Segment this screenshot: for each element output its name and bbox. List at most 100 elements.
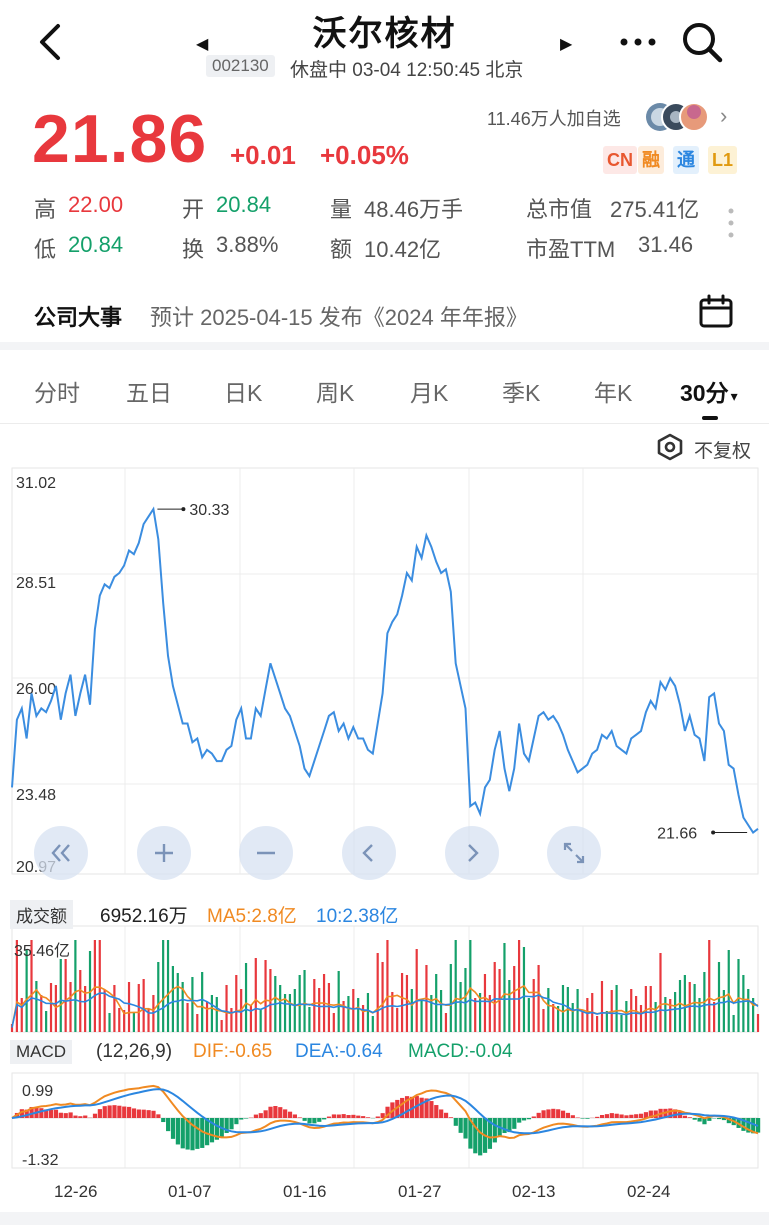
tab-daily-k[interactable]: 日K [224,380,263,406]
volume-bar [639,1005,643,1032]
volume-bar [225,985,228,1032]
pe-label: 市盈TTM [526,237,616,262]
volume-bar [503,943,506,1032]
period-tabs: 分时 五日 日K 周K 月K 季K 年K 30分 ▾ [0,352,769,422]
volume-bar [552,1004,555,1032]
volume-bar [40,995,43,1032]
volume-bar [318,988,321,1032]
scroll-to-start-button[interactable] [34,826,88,880]
price-axis-label: 23.48 [16,787,56,804]
tab-weekly-k[interactable]: 周K [316,380,355,406]
vertical-dots-icon[interactable] [726,206,736,240]
macd-histogram-bar [180,1118,185,1149]
macd-histogram-bar [58,1112,63,1118]
macd-histogram-bar [653,1110,658,1118]
volume-bar [25,949,28,1032]
tab-five-day[interactable]: 五日 [126,380,172,406]
next-stock-icon[interactable]: ▶ [560,36,573,53]
macd-histogram-bar [560,1110,566,1118]
calendar-icon[interactable] [698,293,734,329]
macd-histogram-bar [556,1109,561,1118]
zoom-in-button[interactable] [137,826,191,880]
macd-histogram-bar [429,1101,434,1118]
volume-bar [674,992,677,1032]
volume-bar [459,982,462,1032]
tab-monthly-k[interactable]: 月K [410,380,449,406]
macd-histogram-bar [283,1109,288,1118]
tab-quarterly-k[interactable]: 季K [502,380,541,406]
min-price-label: 21.66 [657,826,697,843]
volume-bar [439,990,443,1032]
volume-bar [693,984,696,1032]
search-icon[interactable] [680,20,724,64]
volume-bar [464,968,467,1032]
low-value: 20.84 [68,232,124,257]
watchlist-count[interactable]: 11.46万人加自选 [487,109,621,129]
more-icon[interactable] [618,22,658,62]
macd-histogram-bar [156,1114,161,1118]
volume-bar [376,953,379,1032]
volume-bar [215,997,218,1032]
macd-histogram-bar [463,1118,468,1139]
volume-bar [678,980,682,1032]
volume-bar [478,993,482,1032]
tab-intraday[interactable]: 分时 [34,380,80,406]
tag-connect[interactable]: 通 [673,146,699,174]
macd-histogram-bar [648,1110,653,1118]
settings-hexagon-icon[interactable] [656,433,684,461]
volume-bar [600,981,604,1032]
volume-bar [752,998,755,1032]
macd-histogram [12,1096,761,1156]
tag-margin[interactable]: 融 [638,146,664,174]
macd-histogram-bar [673,1109,678,1118]
zoom-out-button[interactable] [239,826,293,880]
macd-histogram-bar [326,1116,332,1118]
macd-histogram-bar [195,1118,200,1149]
tag-cn[interactable]: CN [603,146,637,174]
chevron-right-icon[interactable]: › [720,103,728,128]
zoom-out-icon [257,851,275,855]
macd-histogram-bar [380,1113,385,1118]
macd-histogram-bar [682,1115,688,1118]
adjust-mode-label[interactable]: 不复权 [694,441,752,462]
tab-30min[interactable]: 30分 ▾ [680,374,738,408]
tag-level1[interactable]: L1 [708,146,738,174]
volume-bar [147,1009,150,1032]
back-arrow-icon[interactable] [30,20,70,64]
volume-bar [162,940,165,1032]
volume-bar [537,965,540,1032]
fullscreen-button[interactable] [547,826,601,880]
volume-bar [235,975,238,1032]
macd-histogram-bar [643,1112,649,1118]
macd-histogram-bar [512,1118,517,1129]
volume-bar [586,998,589,1032]
tab-yearly-k[interactable]: 年K [594,380,633,406]
prev-stock-icon[interactable]: ◀ [196,36,209,53]
volume-indicator-label[interactable]: 成交额 [10,900,73,929]
volume-bar [400,973,404,1032]
volume-bar [698,998,701,1032]
macd-indicator-label[interactable]: MACD [10,1040,73,1064]
scroll-right-button[interactable] [445,826,499,880]
macd-histogram-bar [136,1109,141,1118]
macd-histogram-bar [473,1118,478,1154]
macd-histogram-bar [131,1108,137,1118]
volume-label: 量 [330,197,353,222]
price-axis-label: 26.00 [16,681,56,698]
volume-bar [220,1020,223,1032]
chart-grid [11,467,759,1169]
macd-histogram-bar [83,1115,88,1118]
volume-bar [283,994,287,1032]
volume-bar [371,1016,374,1032]
volume-bar [474,998,477,1032]
volume-bar [69,982,72,1032]
company-event-bar[interactable]: 公司大事 预计 2025-04-15 发布《2024 年年报》 [0,280,769,342]
volume-bar [532,979,535,1032]
macd-top-label: 0.99 [22,1083,53,1100]
avatar-group[interactable] [646,100,712,134]
macd-histogram-bar [702,1118,707,1125]
volume-bar [123,1010,126,1032]
scroll-left-button[interactable] [342,826,396,880]
volume-bar [103,990,106,1032]
